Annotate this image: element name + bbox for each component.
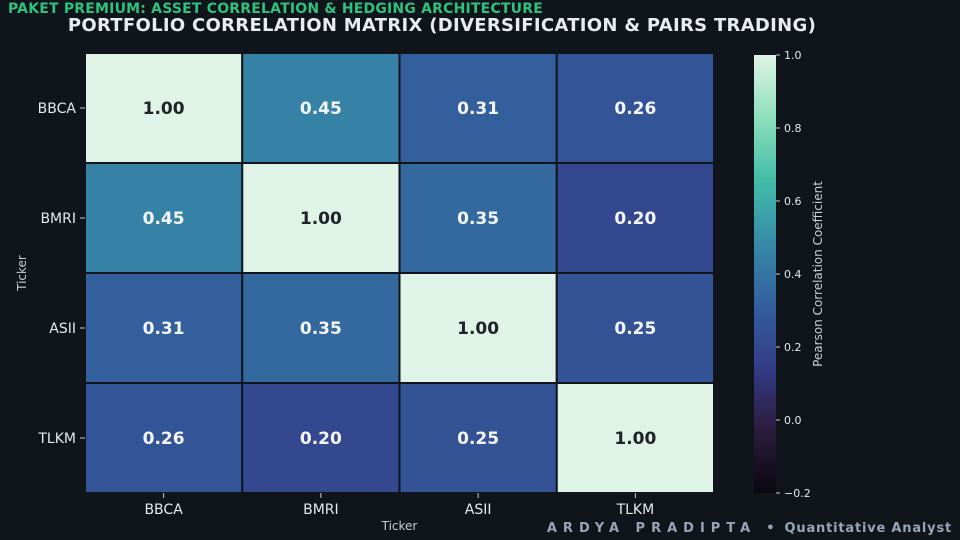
cell-value-label: 0.35: [457, 209, 499, 229]
heatmap-cell: [241, 382, 401, 494]
cell-value-label: 0.45: [143, 209, 185, 229]
author-name: ARDYA PRADIPTA: [546, 521, 757, 536]
cell-value-label: 0.45: [300, 99, 342, 119]
author-role: Quantitative Analyst: [784, 521, 952, 536]
footer-separator: •: [766, 521, 775, 536]
cell-value-label: 1.00: [457, 319, 499, 339]
y-tick-label: BMRI: [40, 211, 76, 227]
colorbar-tick-label: −0.2: [784, 487, 811, 500]
colorbar-tick-label: 1.0: [784, 49, 802, 62]
colorbar-tick-label: 0.4: [784, 268, 802, 281]
x-axis-label: Ticker: [381, 519, 418, 533]
heatmap-cell: [84, 272, 244, 384]
author-footer: ARDYA PRADIPTA • Quantitative Analyst: [547, 521, 952, 536]
cell-value-label: 0.35: [300, 319, 342, 339]
x-tick-label: ASII: [465, 502, 492, 518]
chart-title: PORTFOLIO CORRELATION MATRIX (DIVERSIFIC…: [67, 15, 817, 36]
cell-value-label: 1.00: [614, 429, 656, 449]
heatmap-cell: [398, 272, 558, 384]
cell-value-label: 0.20: [300, 429, 342, 449]
cell-value-label: 0.31: [457, 99, 499, 119]
cell-value-label: 0.25: [614, 319, 656, 339]
colorbar-tick-label: 0.0: [784, 414, 802, 427]
cell-value-label: 0.31: [143, 319, 185, 339]
heatmap-cell: [84, 52, 244, 164]
colorbar-tick-label: 0.2: [784, 341, 802, 354]
x-tick-label: BMRI: [303, 502, 339, 518]
heatmap-cell: [555, 272, 715, 384]
premium-banner: PAKET PREMIUM: ASSET CORRELATION & HEDGI…: [8, 1, 543, 17]
heatmap-cell: [84, 162, 244, 274]
heatmap-cell: [398, 52, 558, 164]
cell-value-label: 0.25: [457, 429, 499, 449]
x-tick-label: TLKM: [616, 502, 655, 518]
heatmap-cell: [555, 52, 715, 164]
colorbar-label: Pearson Correlation Coefficient: [811, 181, 825, 367]
cell-value-label: 0.20: [614, 209, 656, 229]
y-tick-label: BBCA: [38, 101, 77, 117]
y-tick-label: ASII: [49, 321, 76, 337]
cell-value-label: 1.00: [300, 209, 342, 229]
colorbar-tick-label: 0.6: [784, 195, 802, 208]
colorbar: [754, 55, 776, 493]
cell-value-label: 0.26: [143, 429, 185, 449]
heatmap-cell: [241, 162, 401, 274]
y-tick-label: TLKM: [37, 431, 76, 447]
x-tick-label: BBCA: [144, 502, 183, 518]
colorbar-tick-label: 0.8: [784, 122, 802, 135]
heatmap-cell: [84, 382, 244, 494]
y-axis-label: Ticker: [15, 255, 29, 292]
cell-value-label: 1.00: [143, 99, 185, 119]
cell-value-label: 0.26: [614, 99, 656, 119]
